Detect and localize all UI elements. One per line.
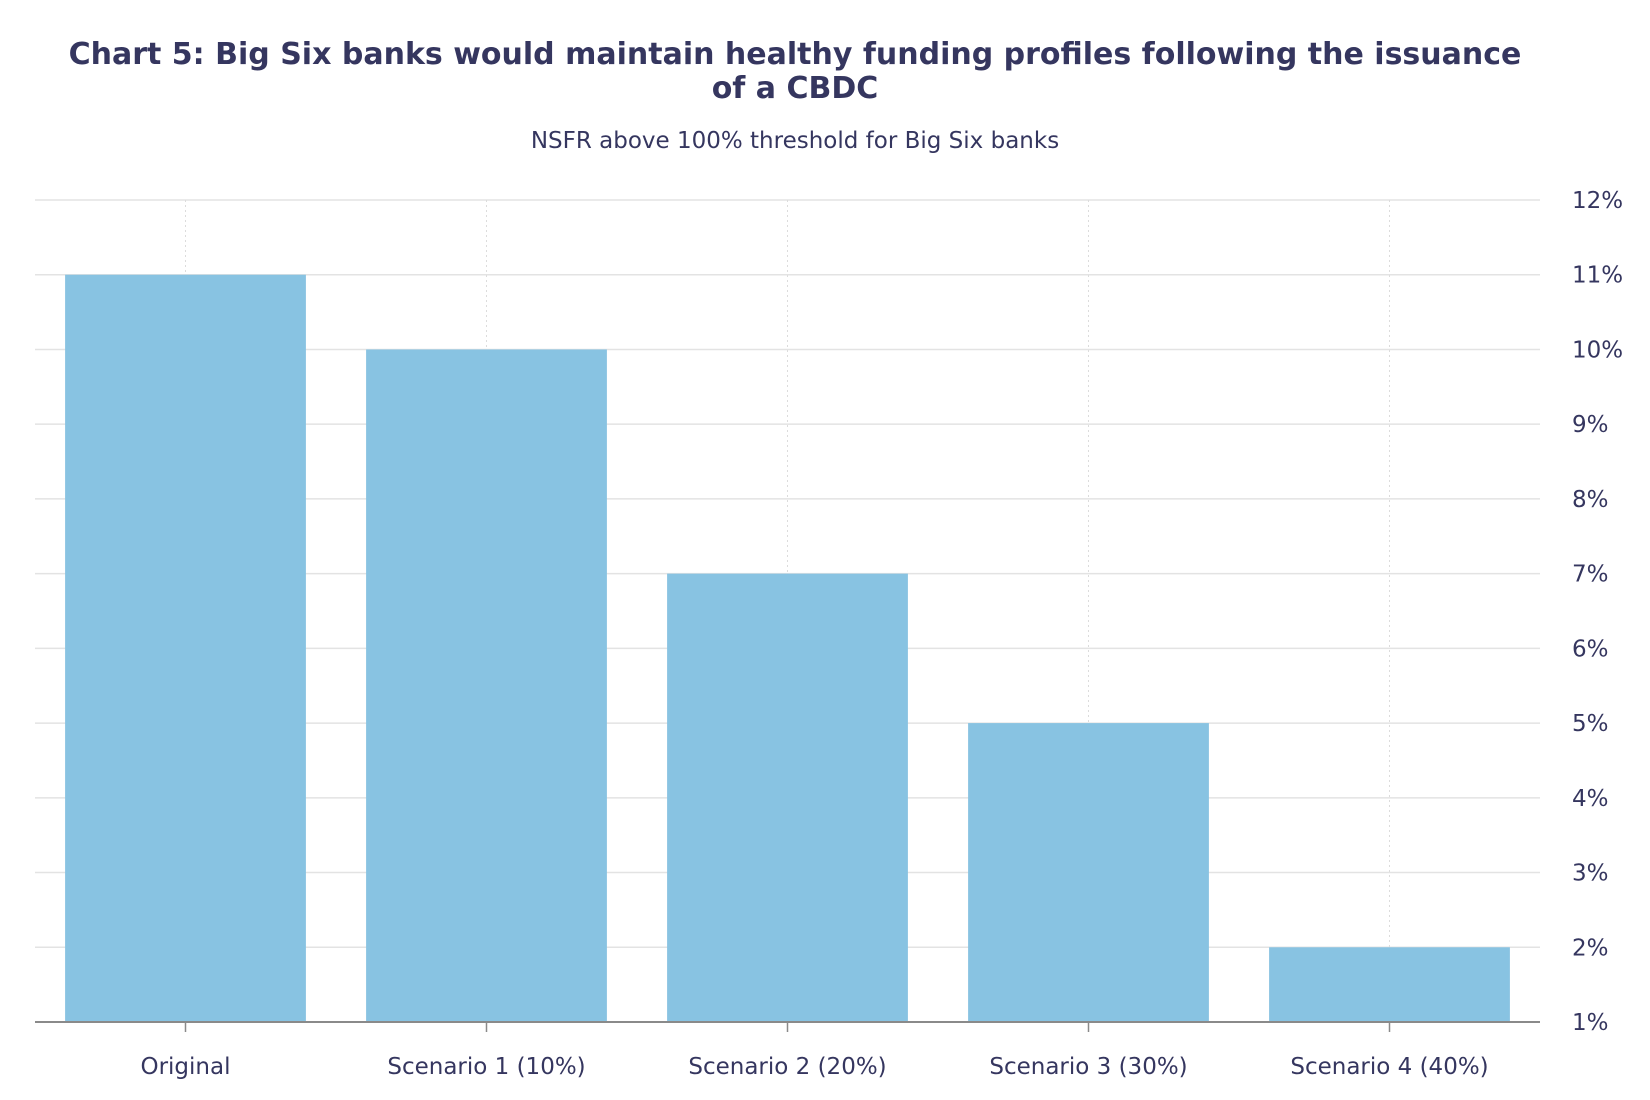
y-tick-label: 5% (1572, 711, 1609, 737)
y-tick-label: 7% (1572, 562, 1609, 588)
y-tick-label: 1% (1572, 1010, 1609, 1036)
bars (65, 274, 1510, 1022)
y-tick-label: 4% (1572, 786, 1609, 812)
chart-subtitle: NSFR above 100% threshold for Big Six ba… (530, 128, 1060, 154)
x-tick-label: Original (140, 1054, 230, 1080)
x-tick-label: Scenario 2 (20%) (688, 1054, 886, 1080)
bar (65, 274, 306, 1022)
y-tick-label: 3% (1572, 861, 1609, 887)
x-tick-label: Scenario 1 (10%) (387, 1054, 585, 1080)
x-tick-label: Scenario 4 (40%) (1290, 1054, 1488, 1080)
bar (1269, 947, 1510, 1022)
chart-title: Chart 5: Big Six banks would maintain he… (68, 37, 1522, 106)
y-tick-label: 9% (1572, 412, 1609, 438)
x-tick-labels: Original Scenario 1 (10%) Scenario 2 (20%)… (140, 1054, 1488, 1080)
x-tick-label: Scenario 3 (30%) (989, 1054, 1187, 1080)
bar (366, 349, 607, 1022)
y-tick-label: 12% (1572, 188, 1623, 214)
y-tick-label: 2% (1572, 935, 1609, 961)
bar (667, 573, 908, 1022)
axes (35, 1021, 1540, 1032)
y-tick-label: 10% (1572, 337, 1623, 363)
y-tick-label: 11% (1572, 263, 1623, 289)
y-tick-label: 6% (1572, 636, 1609, 662)
bar (968, 723, 1209, 1022)
y-tick-label: 8% (1572, 487, 1609, 513)
y-tick-labels: 1% 2% 3% 4% 5% 6% 7% 8% 9% 10% 11% 12% (1572, 188, 1623, 1036)
